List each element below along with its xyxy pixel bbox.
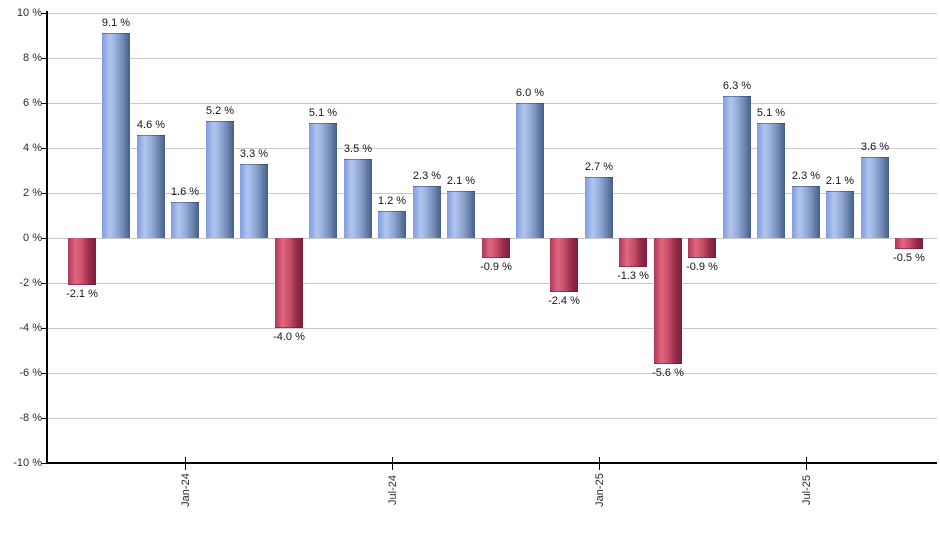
bar-negative	[275, 238, 303, 328]
bar-value-label: 5.1 %	[756, 107, 786, 119]
x-axis-tick	[599, 457, 600, 470]
bar-negative	[482, 238, 510, 258]
y-axis-tick-label: -10 %	[13, 457, 42, 469]
bar-positive	[171, 202, 199, 238]
y-axis-tick-label: -4 %	[19, 322, 42, 334]
bar-positive	[792, 186, 820, 238]
x-axis-tick	[392, 457, 393, 470]
bar-value-label: -2.1 %	[66, 288, 98, 300]
gridline	[46, 283, 937, 284]
y-axis-tick	[41, 58, 46, 59]
y-axis-tick-label: 10 %	[16, 7, 42, 19]
bar-value-label: 1.6 %	[170, 186, 200, 198]
x-axis-tick-label: Jul-24	[387, 475, 399, 505]
bar-positive	[757, 123, 785, 238]
bar-negative	[619, 238, 647, 267]
gridline	[46, 373, 937, 374]
y-axis-line	[46, 11, 48, 464]
bar-positive	[344, 159, 372, 238]
bar-value-label: 5.1 %	[308, 107, 338, 119]
y-axis-tick-label: 2 %	[23, 187, 42, 199]
gridline	[46, 193, 937, 194]
bar-negative	[68, 238, 96, 285]
y-axis-tick	[41, 283, 46, 284]
bar-negative	[895, 238, 923, 249]
bar-value-label: -0.9 %	[480, 261, 512, 273]
gridline	[46, 148, 937, 149]
y-axis-tick	[41, 148, 46, 149]
bar-value-label: 2.1 %	[825, 175, 855, 187]
bar-negative	[654, 238, 682, 364]
x-axis-line	[46, 462, 937, 464]
bar-value-label: -2.4 %	[548, 295, 580, 307]
gridline	[46, 13, 937, 14]
bar-positive	[102, 33, 130, 238]
bar-positive	[723, 96, 751, 238]
bar-value-label: -1.3 %	[617, 270, 649, 282]
x-axis-tick-label: Jan-24	[180, 473, 192, 507]
bar-positive	[137, 135, 165, 238]
y-axis-tick-label: 6 %	[23, 97, 42, 109]
bar-positive	[309, 123, 337, 238]
y-axis-tick-label: 0 %	[23, 232, 42, 244]
bar-value-label: 3.5 %	[343, 143, 373, 155]
bar-value-label: 2.3 %	[791, 170, 821, 182]
x-axis-tick	[185, 457, 186, 470]
y-axis-tick	[41, 13, 46, 14]
y-axis-tick-label: 8 %	[23, 52, 42, 64]
y-axis-tick-label: -2 %	[19, 277, 42, 289]
bar-value-label: 2.7 %	[584, 161, 614, 173]
bar-value-label: 5.2 %	[205, 105, 235, 117]
bar-positive	[447, 191, 475, 238]
gridline	[46, 328, 937, 329]
bar-negative	[688, 238, 716, 258]
bar-value-label: -0.9 %	[686, 261, 718, 273]
bar-value-label: 3.3 %	[239, 148, 269, 160]
y-axis-tick	[41, 418, 46, 419]
bar-value-label: -0.5 %	[893, 252, 925, 264]
y-axis-tick	[41, 103, 46, 104]
bar-value-label: 1.2 %	[377, 195, 407, 207]
bar-value-label: -4.0 %	[273, 331, 305, 343]
bar-positive	[826, 191, 854, 238]
bar-value-label: 4.6 %	[136, 119, 166, 131]
y-axis-tick-label: -8 %	[19, 412, 42, 424]
y-axis-tick-label: -6 %	[19, 367, 42, 379]
x-axis-tick-label: Jan-25	[594, 473, 606, 507]
gridline	[46, 103, 937, 104]
bar-value-label: 6.3 %	[722, 80, 752, 92]
bar-value-label: 2.1 %	[446, 175, 476, 187]
bar-value-label: 3.6 %	[860, 141, 890, 153]
bar-value-label: 6.0 %	[515, 87, 545, 99]
gridline	[46, 418, 937, 419]
y-axis-tick	[41, 238, 46, 239]
bar-positive	[206, 121, 234, 238]
bar-negative	[550, 238, 578, 292]
bar-positive	[516, 103, 544, 238]
y-axis-tick	[41, 328, 46, 329]
bar-positive	[413, 186, 441, 238]
bar-positive	[585, 177, 613, 238]
bar-positive	[861, 157, 889, 238]
bar-value-label: -5.6 %	[652, 367, 684, 379]
bar-value-label: 9.1 %	[101, 17, 131, 29]
x-axis-tick	[806, 457, 807, 470]
bar-positive	[240, 164, 268, 238]
y-axis-tick-label: 4 %	[23, 142, 42, 154]
x-axis-tick-label: Jul-25	[801, 475, 813, 505]
bar-value-label: 2.3 %	[412, 170, 442, 182]
y-axis-tick	[41, 463, 46, 464]
gridline	[46, 58, 937, 59]
y-axis-tick	[41, 193, 46, 194]
y-axis-tick	[41, 373, 46, 374]
bar-positive	[378, 211, 406, 238]
